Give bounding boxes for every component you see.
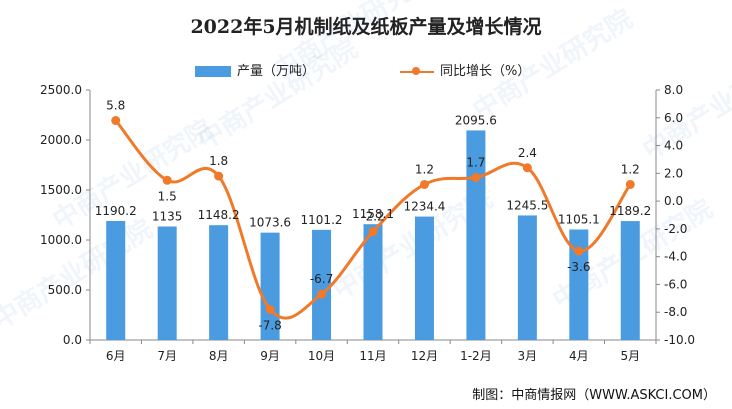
right-axis-tick-label: 6.0 [664, 111, 683, 125]
growth-point [111, 116, 121, 126]
chart-legend: 产量（万吨） 同比增长（%） [0, 60, 732, 80]
growth-data-label: -7.8 [258, 318, 281, 332]
growth-point [574, 246, 584, 256]
growth-data-label: -6.7 [310, 272, 333, 286]
production-bar [106, 220, 126, 340]
left-axis-tick-label: 1000.0 [40, 233, 82, 247]
growth-data-label: 1.5 [158, 189, 177, 203]
legend-label-growth: 同比增长（%） [440, 64, 531, 79]
left-axis-tick-label: 0.0 [63, 333, 82, 347]
left-axis-tick-label: 500.0 [48, 283, 82, 297]
legend-line-swatch [400, 66, 434, 77]
right-axis-tick-label: 0.0 [664, 194, 683, 208]
production-bar [414, 216, 434, 340]
right-axis-tick-label: 8.0 [664, 83, 683, 97]
x-axis-category-label: 5月 [620, 349, 640, 363]
watermark-text: 中商产业研究院 [637, 43, 732, 166]
growth-point [265, 304, 275, 314]
source-credit: 制图：中商情报网（WWW.ASKCI.COM） [472, 388, 716, 403]
right-axis-tick-label: -4.0 [664, 250, 687, 264]
right-axis-tick-label: -10.0 [664, 333, 695, 347]
production-data-label: 1105.1 [558, 212, 600, 226]
production-bar [569, 229, 589, 340]
x-axis-category-label: 4月 [569, 349, 589, 363]
line-layer [111, 116, 635, 320]
growth-data-label: 1.8 [209, 154, 228, 168]
production-data-label: 2095.6 [455, 113, 497, 127]
growth-point [162, 175, 172, 185]
chart-title: 2022年5月机制纸及纸板产量及增长情况 [190, 16, 542, 38]
left-axis-tick-label: 1500.0 [40, 183, 82, 197]
axes-layer: 0.0 500.0 1000.0 1500.0 2000.0 2500.0 -10.0 -8.… [40, 83, 695, 363]
x-axis-category-label: 8月 [209, 349, 229, 363]
growth-point [214, 171, 224, 181]
watermark-text: 中商产业研究院 [467, 3, 638, 126]
growth-data-label: -2.2 [361, 210, 384, 224]
growth-data-label: -3.6 [567, 260, 590, 274]
x-axis-category-label: 9月 [260, 349, 280, 363]
growth-point [317, 289, 327, 299]
growth-data-label: 1.2 [415, 162, 434, 176]
growth-line [114, 119, 632, 320]
growth-data-label: 1.7 [466, 156, 485, 170]
labels-layer: 1190.2 1135 1148.2 1073.6 1101.2 1158.1 1234.4… [95, 99, 652, 333]
right-axis-tick-label: 4.0 [664, 139, 683, 153]
growth-point [368, 227, 378, 237]
right-axis-tick-label: -2.0 [664, 222, 687, 236]
production-data-label: 1148.2 [198, 208, 240, 222]
legend-item-growth: 同比增长（%） [400, 60, 530, 79]
production-bar [157, 226, 177, 340]
x-axis-category-label: 10月 [308, 349, 335, 363]
production-bar [517, 215, 537, 340]
production-bar [620, 221, 640, 340]
right-axis-tick-label: -6.0 [664, 277, 687, 291]
production-data-label: 1190.2 [95, 204, 137, 218]
legend-bar-swatch [195, 66, 231, 77]
watermark-text: 中商产业研究院 [0, 213, 158, 336]
legend-label-production: 产量（万吨） [237, 64, 316, 79]
legend-item-production: 产量（万吨） [195, 60, 315, 79]
production-bar [312, 229, 332, 340]
growth-data-label: 1.2 [621, 162, 640, 176]
production-bar [466, 130, 486, 340]
right-axis-tick-label: 2.0 [664, 166, 683, 180]
x-axis-category-label: 6月 [106, 349, 126, 363]
x-axis-category-label: 1-2月 [460, 349, 492, 363]
growth-data-label: 5.8 [106, 99, 125, 113]
production-data-label: 1234.4 [403, 200, 445, 214]
production-bar [209, 225, 229, 340]
production-data-label: 1135 [152, 210, 183, 224]
right-axis-tick-label: -8.0 [664, 305, 687, 319]
x-axis-category-label: 12月 [411, 349, 438, 363]
growth-point [471, 173, 481, 182]
x-axis-category-label: 3月 [518, 349, 538, 363]
production-bar [363, 224, 383, 340]
growth-point [522, 163, 532, 173]
production-data-label: 1101.2 [301, 213, 343, 227]
production-data-label: 1158.1 [352, 207, 394, 221]
production-data-label: 1189.2 [609, 204, 651, 218]
production-data-label: 1245.5 [506, 198, 548, 212]
left-axis-tick-label: 2000.0 [40, 133, 82, 147]
growth-point [625, 179, 635, 189]
production-data-label: 1073.6 [249, 216, 291, 230]
left-axis-tick-label: 2500.0 [40, 83, 82, 97]
growth-data-label: 2.4 [518, 146, 537, 160]
growth-point [419, 179, 429, 189]
x-axis-category-label: 7月 [157, 349, 177, 363]
bars-layer [106, 130, 640, 340]
x-axis-category-label: 11月 [359, 349, 386, 363]
